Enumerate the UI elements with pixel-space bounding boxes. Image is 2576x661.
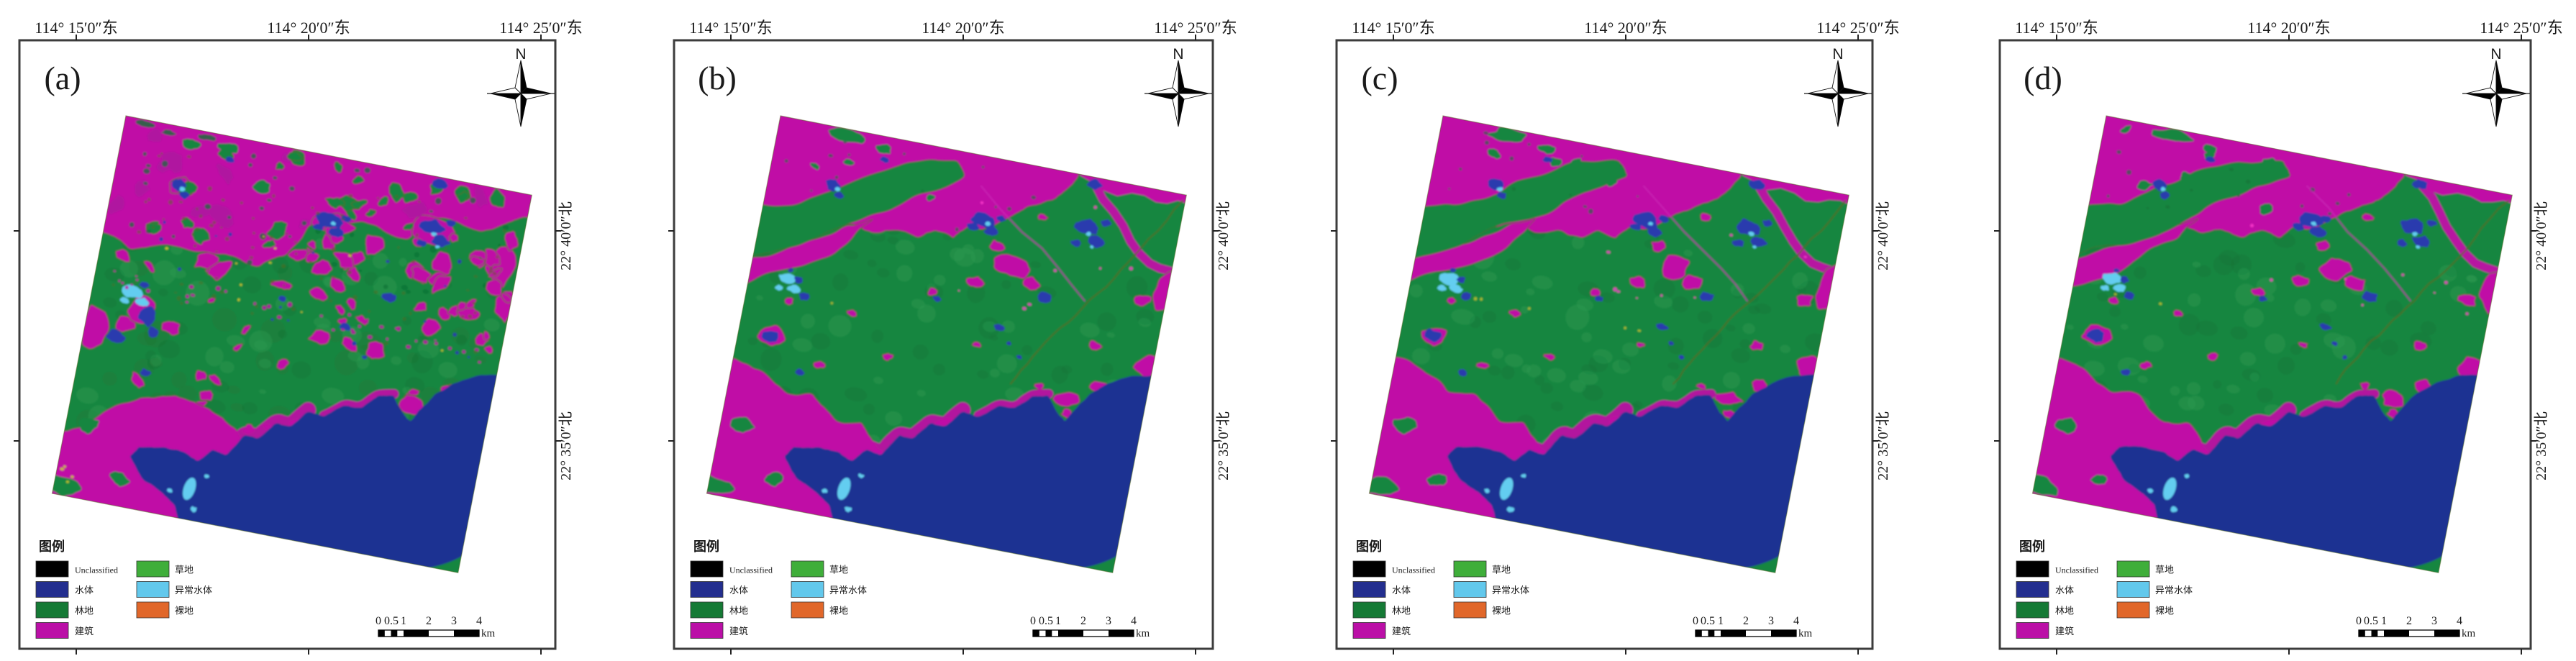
- svg-text:N: N: [1832, 46, 1843, 63]
- svg-text:裸地: 裸地: [1492, 606, 1511, 616]
- svg-text:林地: 林地: [75, 606, 94, 616]
- svg-text:林地: 林地: [729, 606, 748, 616]
- svg-text:图例: 图例: [2019, 539, 2045, 554]
- svg-text:km: km: [481, 628, 496, 639]
- svg-text:114° 15′0″东: 114° 15′0″东: [2015, 19, 2098, 37]
- svg-text:Unclassified: Unclassified: [1392, 565, 1435, 575]
- svg-text:2: 2: [1743, 615, 1749, 627]
- svg-text:1: 1: [1055, 615, 1061, 627]
- svg-text:草地: 草地: [175, 565, 194, 575]
- svg-text:0: 0: [1693, 615, 1698, 627]
- svg-text:114° 25′0″东: 114° 25′0″东: [1816, 19, 1899, 37]
- svg-text:0.5: 0.5: [384, 615, 399, 627]
- svg-text:22° 35′0″北: 22° 35′0″北: [1875, 411, 1891, 480]
- svg-text:0.5: 0.5: [1039, 615, 1053, 627]
- svg-text:km: km: [2462, 628, 2476, 639]
- svg-text:异常水体: 异常水体: [1492, 585, 1529, 596]
- svg-text:2: 2: [2406, 615, 2412, 627]
- svg-text:3: 3: [1768, 615, 1774, 627]
- svg-text:114° 20′0″东: 114° 20′0″东: [267, 19, 350, 37]
- svg-text:N: N: [2490, 46, 2501, 63]
- svg-text:1: 1: [401, 615, 406, 627]
- svg-text:22° 35′0″北: 22° 35′0″北: [2533, 411, 2549, 480]
- svg-text:114° 15′0″东: 114° 15′0″东: [1352, 19, 1434, 37]
- svg-text:建筑: 建筑: [729, 626, 748, 637]
- svg-text:水体: 水体: [2055, 585, 2074, 596]
- svg-text:2: 2: [426, 615, 432, 627]
- svg-text:N: N: [515, 46, 526, 63]
- svg-text:草地: 草地: [2155, 565, 2174, 575]
- svg-text:22° 35′0″北: 22° 35′0″北: [1215, 411, 1232, 480]
- svg-text:异常水体: 异常水体: [175, 585, 212, 596]
- svg-text:(b): (b): [698, 60, 737, 96]
- svg-text:(d): (d): [2024, 60, 2062, 96]
- svg-text:4: 4: [1131, 615, 1137, 627]
- svg-text:4: 4: [2457, 615, 2462, 627]
- svg-text:裸地: 裸地: [175, 606, 194, 616]
- svg-text:114° 25′0″东: 114° 25′0″东: [2480, 19, 2562, 37]
- svg-text:(a): (a): [44, 60, 81, 96]
- svg-text:22° 40′0″北: 22° 40′0″北: [1875, 201, 1891, 270]
- svg-text:114° 20′0″东: 114° 20′0″东: [2247, 19, 2330, 37]
- svg-text:建筑: 建筑: [1392, 626, 1411, 637]
- svg-text:裸地: 裸地: [2155, 606, 2174, 616]
- svg-text:114° 15′0″东: 114° 15′0″东: [689, 19, 772, 37]
- svg-text:3: 3: [451, 615, 457, 627]
- svg-text:图例: 图例: [1356, 539, 1382, 554]
- svg-text:水体: 水体: [75, 585, 94, 596]
- svg-text:4: 4: [476, 615, 482, 627]
- svg-text:22° 40′0″北: 22° 40′0″北: [557, 201, 574, 270]
- svg-text:Unclassified: Unclassified: [2055, 565, 2098, 575]
- svg-text:草地: 草地: [1492, 565, 1511, 575]
- svg-text:草地: 草地: [829, 565, 848, 575]
- svg-text:N: N: [1173, 46, 1183, 63]
- svg-text:km: km: [1136, 628, 1150, 639]
- svg-text:2: 2: [1080, 615, 1086, 627]
- svg-text:异常水体: 异常水体: [2155, 585, 2193, 596]
- svg-text:4: 4: [1793, 615, 1799, 627]
- svg-text:0.5: 0.5: [1701, 615, 1715, 627]
- svg-text:km: km: [1798, 628, 1813, 639]
- svg-text:114° 20′0″东: 114° 20′0″东: [921, 19, 1004, 37]
- svg-text:114° 15′0″东: 114° 15′0″东: [35, 19, 117, 37]
- svg-text:114° 25′0″东: 114° 25′0″东: [499, 19, 582, 37]
- svg-text:水体: 水体: [1392, 585, 1411, 596]
- svg-text:图例: 图例: [693, 539, 719, 554]
- svg-text:22° 40′0″北: 22° 40′0″北: [1215, 201, 1232, 270]
- svg-text:1: 1: [2381, 615, 2387, 627]
- svg-text:114° 20′0″东: 114° 20′0″东: [1584, 19, 1667, 37]
- svg-text:Unclassified: Unclassified: [729, 565, 773, 575]
- svg-text:Unclassified: Unclassified: [75, 565, 118, 575]
- svg-text:3: 3: [2431, 615, 2437, 627]
- svg-text:0.5: 0.5: [2364, 615, 2378, 627]
- svg-text:3: 3: [1106, 615, 1111, 627]
- svg-text:林地: 林地: [2055, 606, 2074, 616]
- svg-text:异常水体: 异常水体: [829, 585, 867, 596]
- svg-text:22° 40′0″北: 22° 40′0″北: [2533, 201, 2549, 270]
- svg-text:0: 0: [2356, 615, 2362, 627]
- svg-text:水体: 水体: [729, 585, 748, 596]
- svg-text:22° 35′0″北: 22° 35′0″北: [557, 411, 574, 480]
- svg-text:0: 0: [376, 615, 381, 627]
- svg-text:1: 1: [1718, 615, 1724, 627]
- svg-text:0: 0: [1030, 615, 1036, 627]
- svg-text:114° 25′0″东: 114° 25′0″东: [1154, 19, 1237, 37]
- svg-text:林地: 林地: [1392, 606, 1411, 616]
- svg-text:建筑: 建筑: [2055, 626, 2074, 637]
- svg-text:裸地: 裸地: [829, 606, 848, 616]
- svg-text:建筑: 建筑: [75, 626, 94, 637]
- svg-text:图例: 图例: [39, 539, 65, 554]
- svg-text:(c): (c): [1361, 60, 1398, 96]
